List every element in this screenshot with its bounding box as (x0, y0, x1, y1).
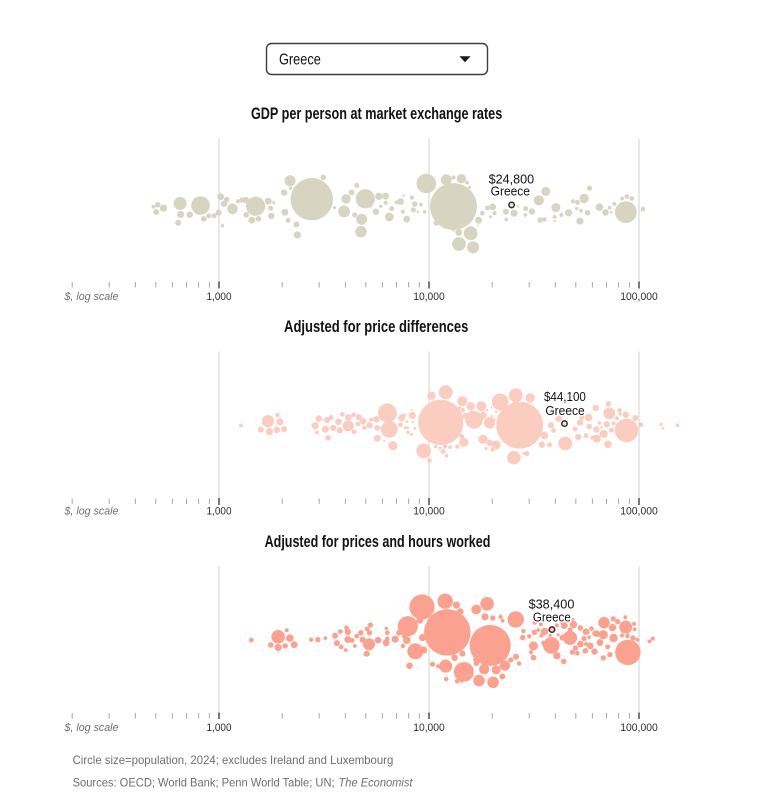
svg-text:$44,100: $44,100 (544, 389, 586, 404)
svg-text:1,000: 1,000 (207, 722, 232, 734)
svg-text:1,000: 1,000 (207, 506, 232, 518)
svg-text:100,000: 100,000 (620, 722, 658, 734)
svg-text:Greece: Greece (545, 403, 584, 418)
svg-text:Greece: Greece (279, 52, 321, 69)
svg-text:100,000: 100,000 (620, 291, 658, 303)
svg-text:Greece: Greece (533, 610, 571, 625)
svg-text:100,000: 100,000 (620, 506, 658, 518)
svg-text:$, log scale: $, log scale (64, 291, 119, 303)
svg-text:Adjusted for prices and hours: Adjusted for prices and hours worked (265, 533, 491, 551)
svg-text:10,000: 10,000 (413, 291, 445, 303)
svg-text:The Economist: The Economist (339, 776, 414, 790)
svg-text:Greece: Greece (491, 183, 530, 198)
svg-text:GDP per person at market excha: GDP per person at market exchange rates (251, 105, 502, 123)
svg-text:$24,800: $24,800 (489, 172, 535, 187)
svg-text:$, log scale: $, log scale (64, 722, 119, 734)
svg-text:Sources: OECD; World Bank; Pen: Sources: OECD; World Bank; Penn World Ta… (73, 776, 335, 790)
svg-text:10,000: 10,000 (413, 722, 445, 734)
svg-text:$38,400: $38,400 (529, 597, 575, 612)
svg-text:Adjusted for price differences: Adjusted for price differences (284, 318, 468, 336)
svg-text:1,000: 1,000 (207, 291, 232, 303)
svg-text:10,000: 10,000 (413, 506, 445, 518)
svg-text:$, log scale: $, log scale (64, 506, 119, 518)
svg-text:Circle size=population, 2024;: Circle size=population, 2024; excludes I… (73, 753, 394, 767)
